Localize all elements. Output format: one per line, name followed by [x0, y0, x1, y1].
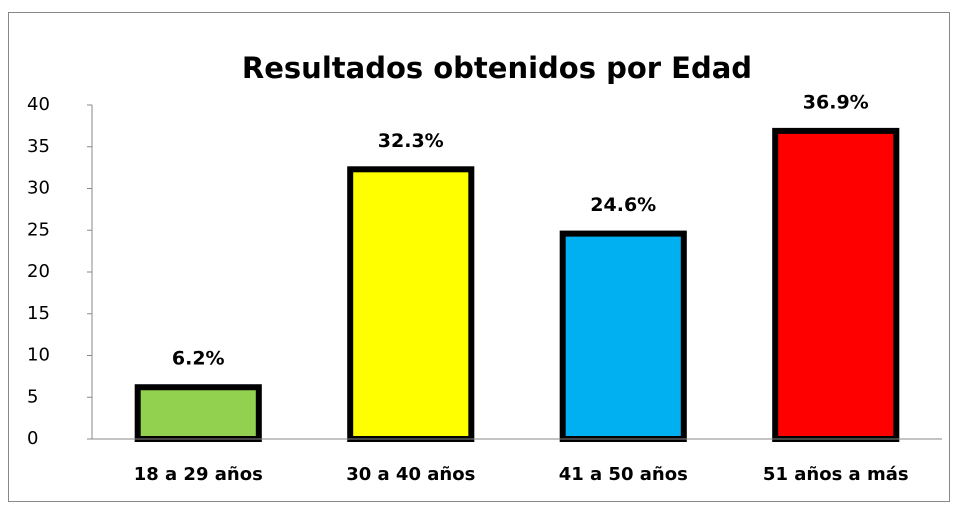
- y-tick-label: 40: [27, 94, 50, 115]
- data-label: 36.9%: [803, 91, 869, 113]
- y-tick-label: 35: [27, 136, 50, 157]
- bar: [134, 384, 262, 443]
- data-label: 6.2%: [172, 348, 225, 370]
- chart-title: Resultados obtenidos por Edad: [242, 51, 752, 85]
- x-tick-label: 41 a 50 años: [559, 464, 688, 485]
- y-tick-label: 5: [27, 386, 38, 407]
- bar: [559, 230, 687, 442]
- y-tick-label: 20: [27, 261, 50, 282]
- bar: [347, 166, 475, 442]
- y-tick-label: 10: [27, 345, 50, 366]
- y-tick-label: 0: [27, 428, 38, 449]
- x-tick-label: 30 a 40 años: [346, 464, 475, 485]
- x-tick-label: 51 años a más: [763, 464, 909, 485]
- data-label: 32.3%: [378, 130, 444, 152]
- x-tick-label: 18 a 29 años: [134, 464, 263, 485]
- y-tick-label: 30: [27, 178, 50, 199]
- y-tick-label: 25: [27, 219, 50, 240]
- bar: [772, 127, 900, 442]
- y-tick-label: 15: [27, 303, 50, 324]
- data-label: 24.6%: [590, 194, 656, 216]
